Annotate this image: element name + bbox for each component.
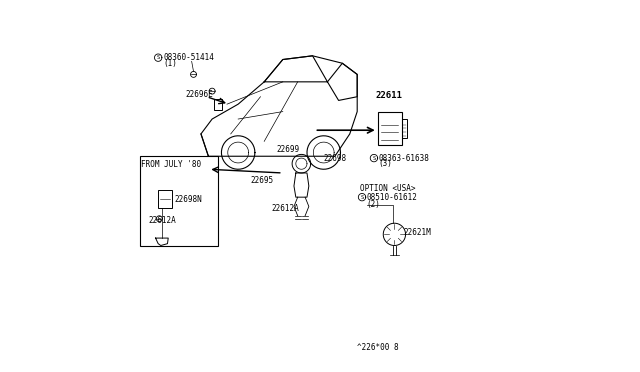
Text: S: S <box>157 55 160 60</box>
Text: 22621M: 22621M <box>404 228 431 237</box>
Text: 08363-61638: 08363-61638 <box>378 154 429 163</box>
Text: S: S <box>360 195 364 200</box>
Text: (3): (3) <box>378 159 392 168</box>
Bar <box>214 99 222 110</box>
Bar <box>158 190 172 208</box>
Text: 08510-61612: 08510-61612 <box>367 193 417 202</box>
Text: 22695: 22695 <box>250 176 273 185</box>
Text: FROM JULY '80: FROM JULY '80 <box>141 160 202 169</box>
Bar <box>378 112 402 145</box>
Text: 22611: 22611 <box>376 92 403 100</box>
Text: S: S <box>372 155 376 161</box>
Bar <box>140 156 218 246</box>
Text: 08360-51414: 08360-51414 <box>163 53 214 62</box>
Text: 22612A: 22612A <box>271 204 300 213</box>
Text: (1): (1) <box>163 59 177 68</box>
Text: ^226*00 8: ^226*00 8 <box>357 343 399 352</box>
Text: 22612A: 22612A <box>148 216 176 225</box>
Text: 22699: 22699 <box>276 145 300 154</box>
Text: (2): (2) <box>367 200 380 209</box>
Bar <box>402 119 408 138</box>
Text: 22698: 22698 <box>324 154 347 163</box>
Text: OPTION <USA>: OPTION <USA> <box>360 184 415 193</box>
Text: 22698N: 22698N <box>174 195 202 203</box>
Text: 22696E: 22696E <box>185 90 213 99</box>
